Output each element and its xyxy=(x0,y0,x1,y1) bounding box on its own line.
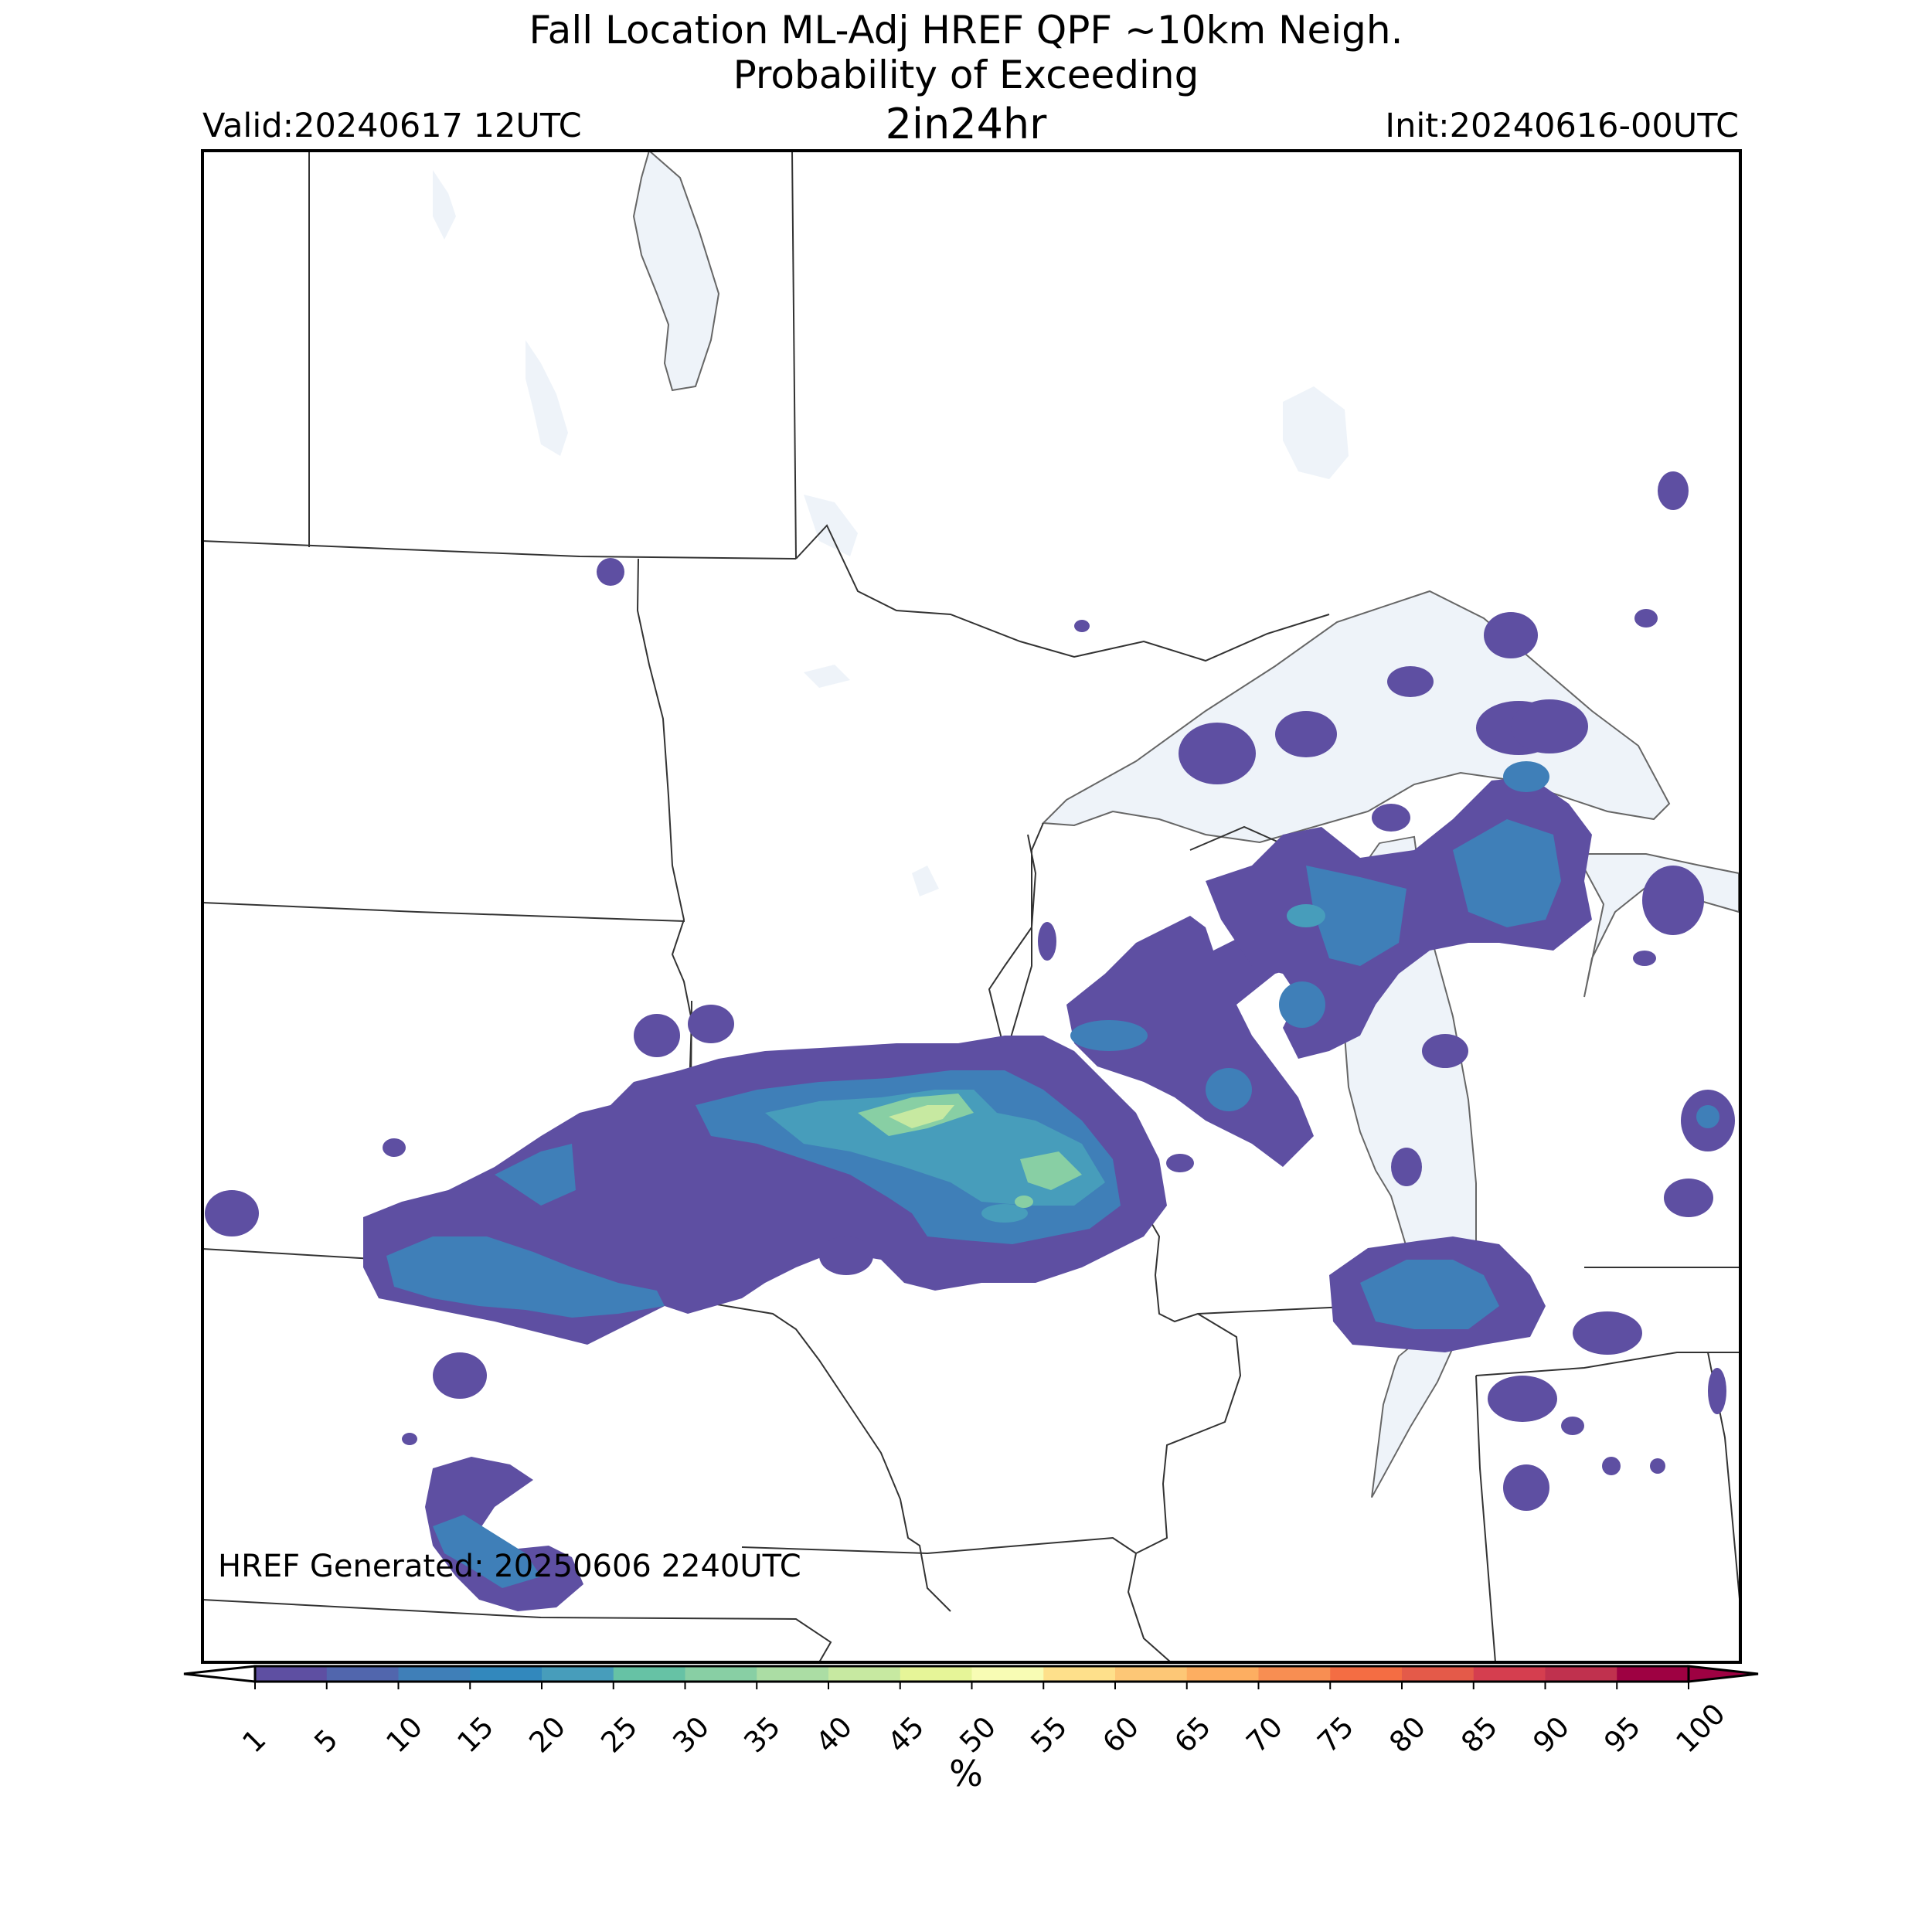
colorbar-segment xyxy=(326,1666,399,1682)
colorbar-segment xyxy=(255,1666,328,1682)
map-frame xyxy=(201,149,1742,1664)
generated-note: HREF Generated: 20250606 2240UTC xyxy=(218,1549,801,1584)
colorbar-segment xyxy=(1545,1666,1617,1682)
colorbar-segment xyxy=(971,1666,1044,1682)
lake-winnipegosis xyxy=(433,170,456,240)
colorbar-segment xyxy=(1043,1666,1116,1682)
colorbar-frame xyxy=(253,1665,1690,1683)
colorbar-segment xyxy=(542,1666,614,1682)
colorbar-segment xyxy=(613,1666,685,1682)
colorbar-segment xyxy=(1402,1666,1475,1682)
colorbar-segment xyxy=(1617,1666,1689,1682)
lake-of-the-woods xyxy=(804,495,858,556)
title-line-1: Fall Location ML-Adj HREF QPF ~10km Neig… xyxy=(529,8,1403,53)
colorbar-segment xyxy=(685,1666,757,1682)
colorbar-segment xyxy=(1330,1666,1403,1682)
colorbar-segment xyxy=(828,1666,901,1682)
colorbar-segment xyxy=(1258,1666,1331,1682)
colorbar-segment xyxy=(470,1666,543,1682)
title-line-2: Probability of Exceeding xyxy=(733,53,1199,97)
colorbar-segment xyxy=(1186,1666,1259,1682)
red-lake xyxy=(804,665,850,688)
colorbar-over-arrow xyxy=(1687,1665,1759,1683)
colorbar-under-arrow xyxy=(183,1665,257,1683)
upper-red-lake xyxy=(912,866,939,896)
lake-nipigon xyxy=(1283,386,1349,479)
probability-20pct xyxy=(765,904,1325,1223)
lake-winnipeg xyxy=(632,151,720,392)
colorbar-segment xyxy=(1115,1666,1188,1682)
prob-region-wi xyxy=(1066,916,1329,1167)
colorbar-segment xyxy=(757,1666,829,1682)
probability-40pct xyxy=(889,1105,954,1128)
colorbar-segment xyxy=(900,1666,972,1682)
threshold-label: 2in24hr xyxy=(885,100,1047,148)
colorbar-segment xyxy=(398,1666,471,1682)
prob-region-sw xyxy=(425,1457,583,1611)
init-time: Init:20240616-00UTC xyxy=(1385,107,1739,145)
lake-manitoba xyxy=(526,340,568,456)
colorbar-segment xyxy=(1473,1666,1546,1682)
valid-time: Valid:20240617 12UTC xyxy=(202,107,582,145)
colorbar-label: % xyxy=(949,1753,983,1794)
